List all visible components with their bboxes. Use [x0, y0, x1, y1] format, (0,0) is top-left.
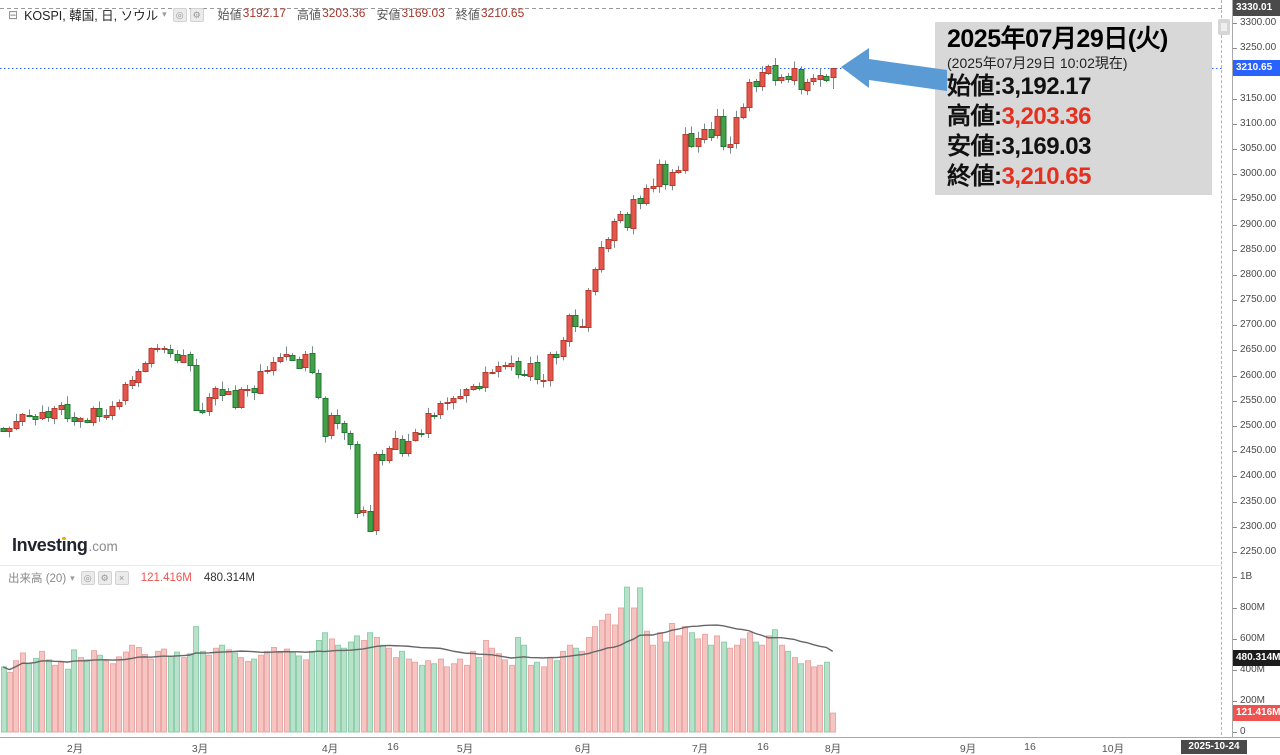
price-tick-label: 2700.00: [1233, 319, 1276, 330]
volume-tick-label: 400M: [1233, 664, 1265, 675]
collapse-pane-icon[interactable]: ⊟: [8, 7, 19, 22]
price-axis[interactable]: 3330.01 3210.65 480.314M 121.416M 3300.0…: [1232, 0, 1280, 755]
visibility-icon[interactable]: ◎: [80, 571, 95, 585]
time-tick-label: 9月: [959, 743, 977, 755]
price-tick-label: 3250.00: [1233, 42, 1276, 53]
annotation-title: 2025年07月29日(火): [947, 25, 1168, 53]
time-tick-label: 4月: [321, 743, 339, 755]
price-tick-label: 2750.00: [1233, 294, 1276, 305]
current-price-badge: 3210.65: [1233, 60, 1280, 77]
time-tick-label: 16: [1024, 741, 1036, 753]
volume-tick-label: 200M: [1233, 695, 1265, 706]
ohlc-readout: 始値 3192.17 高値 3203.36 安値 3169.03 終値 3210.65: [218, 6, 525, 23]
time-tick-label: 2月: [66, 743, 84, 755]
time-tick-label: 16: [387, 741, 399, 753]
time-tick-label: 16: [757, 741, 769, 753]
time-axis[interactable]: 2025-10-24 2月 3月 4月 16 5月 6月 7月 16 8月 9月 16 10月: [0, 737, 1280, 755]
price-tick-label: 2250.00: [1233, 546, 1276, 557]
price-tick-label: 2300.00: [1233, 521, 1276, 532]
price-tick-label: 2350.00: [1233, 496, 1276, 507]
volume-tick-label: 600M: [1233, 633, 1265, 644]
price-tick-label: 2950.00: [1233, 193, 1276, 204]
price-tick-label: 2850.00: [1233, 244, 1276, 255]
price-tick-label: 3150.00: [1233, 93, 1276, 104]
price-tick-label: 3100.00: [1233, 118, 1276, 129]
investing-logo: Investıng .com: [12, 535, 118, 555]
price-tick-label: 2900.00: [1233, 219, 1276, 230]
visibility-icon[interactable]: ◎: [172, 7, 187, 22]
symbol-header-icons: ◎ ⚙: [172, 7, 204, 22]
ohlc-item: 終値 3210.65: [455, 6, 525, 22]
ohlc-item: 高値 3203.36: [297, 6, 366, 22]
time-tick-label: 3月: [191, 743, 209, 755]
close-icon[interactable]: ×: [114, 571, 129, 585]
settings-icon[interactable]: ⚙: [97, 571, 112, 585]
volume-ma-badge: 480.314M: [1233, 649, 1280, 666]
annotation-rows: 始値:3,192.17 高値:3,203.36 安値:3,169.03 終値:3,21…: [947, 72, 1200, 192]
price-tick-label: 2500.00: [1233, 420, 1276, 431]
price-tick-label: 2400.00: [1233, 470, 1276, 481]
price-tick-label: 2600.00: [1233, 370, 1276, 381]
time-tick-label: 5月: [456, 743, 474, 755]
price-tick-label: 2550.00: [1233, 395, 1276, 406]
price-tick-label: 2450.00: [1233, 445, 1276, 456]
time-tick-label: 8月: [824, 743, 842, 755]
price-tick-label: 3050.00: [1233, 143, 1276, 154]
volume-tick-label: 0: [1233, 726, 1246, 737]
annotation-row: 始値:3,192.17: [947, 72, 1091, 100]
volume-tick-label: 800M: [1233, 602, 1265, 613]
date-annotation-box: 2025年07月29日(火) (2025年07月29日 10:02現在) 始値:…: [935, 22, 1212, 195]
annotation-row: 安値:3,169.03: [947, 132, 1091, 160]
settings-icon[interactable]: ⚙: [189, 7, 204, 22]
volume-last-badge: 121.416M: [1233, 705, 1280, 722]
price-tick-label: 2650.00: [1233, 344, 1276, 355]
time-tick-label: 7月: [691, 743, 709, 755]
symbol-header: ⊟ KOSPI, 韓国, 日, ソウル ▾ ◎ ⚙ 始値 3192.17 高値 3203…: [8, 5, 524, 24]
annotation-row: 高値:3,203.36: [947, 102, 1091, 130]
price-tick-label: 3300.00: [1233, 17, 1276, 28]
volume-tick-label: 1B: [1233, 571, 1252, 582]
volume-header: 出来高 (20) ▾ ◎ ⚙ × 121.416M 480.314M: [8, 570, 255, 586]
all-time-high-badge: 3330.01: [1233, 0, 1280, 16]
price-tick-label: 3000.00: [1233, 168, 1276, 179]
chevron-down-icon[interactable]: ▾: [70, 572, 75, 583]
chevron-down-icon[interactable]: ▾: [162, 9, 167, 19]
ohlc-item: 始値 3192.17: [217, 6, 287, 22]
symbol-title[interactable]: KOSPI, 韓国, 日, ソウル: [24, 9, 159, 23]
time-tick-label: 6月: [574, 743, 592, 755]
volume-ma-value: 480.314M: [203, 572, 255, 584]
volume-last-value: 121.416M: [140, 572, 192, 584]
price-tick-label: 2800.00: [1233, 269, 1276, 280]
time-tick-label: 10月: [1101, 743, 1125, 755]
annotation-subtitle: (2025年07月29日 10:02現在): [947, 55, 1128, 71]
ohlc-item: 安値 3169.03: [376, 6, 445, 22]
logo-orange-dot: ı: [61, 535, 67, 555]
volume-indicator-title[interactable]: 出来高 (20): [8, 573, 67, 585]
last-date-badge: 2025-10-24: [1181, 740, 1247, 754]
annotation-row: 終値:3,210.65: [947, 162, 1091, 190]
volume-header-icons: ◎ ⚙ ×: [80, 571, 129, 585]
plot-right-border: [1221, 0, 1222, 755]
price-scale-lock-icon[interactable]: [1218, 19, 1230, 35]
